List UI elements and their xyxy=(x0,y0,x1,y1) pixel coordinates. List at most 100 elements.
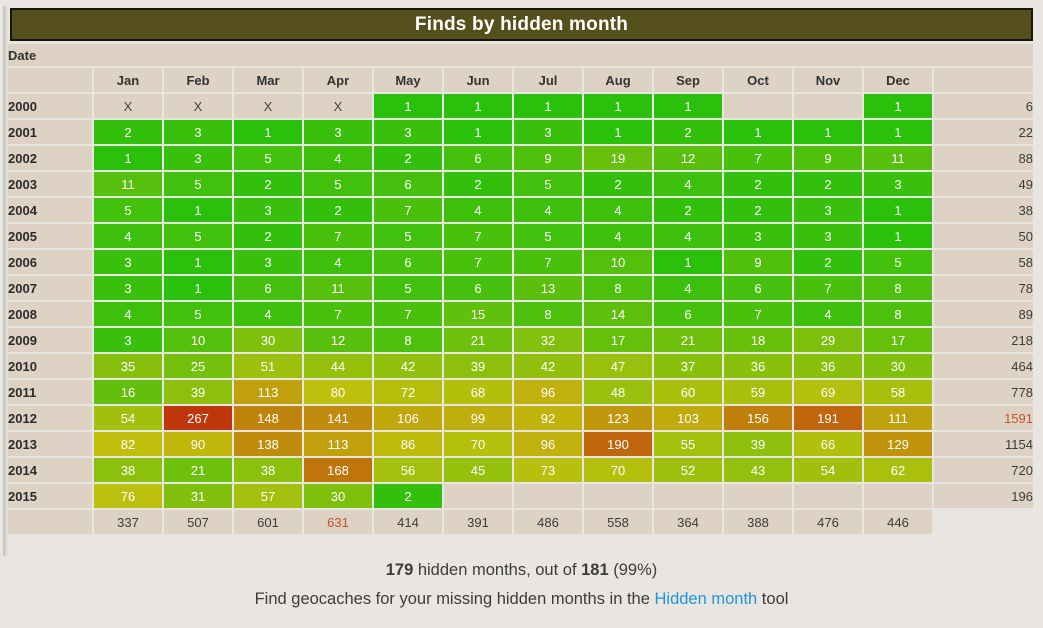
value-cell: 3 xyxy=(94,328,162,352)
totals-corner-cell xyxy=(934,68,1033,92)
value-cell: 32 xyxy=(514,328,582,352)
value-cell: 2 xyxy=(374,484,442,508)
value-cell: 5 xyxy=(234,146,302,170)
row-total: 1154 xyxy=(934,432,1033,456)
column-total: 388 xyxy=(724,510,792,534)
column-total: 601 xyxy=(234,510,302,534)
summary-text: hidden months, out of xyxy=(413,561,582,579)
value-cell: 1 xyxy=(724,120,792,144)
value-cell: 30 xyxy=(234,328,302,352)
value-cell: 3 xyxy=(234,250,302,274)
value-cell: 15 xyxy=(444,302,512,326)
value-cell: 6 xyxy=(234,276,302,300)
na-cell: X xyxy=(164,94,232,118)
value-cell: 4 xyxy=(304,250,372,274)
row-total: 720 xyxy=(934,458,1033,482)
table-row: 2006 3 1 3 4 6 7 7 10 1 9 2 5 58 xyxy=(8,250,1033,274)
value-cell: 7 xyxy=(724,302,792,326)
column-totals-row: 337 507 601 631 414 391 486 558 364 388 476 446 xyxy=(8,510,1033,534)
value-cell: 5 xyxy=(94,198,162,222)
year-label: 2000 xyxy=(8,94,92,118)
value-cell: 57 xyxy=(234,484,302,508)
value-cell: 1 xyxy=(234,120,302,144)
value-cell: 2 xyxy=(304,198,372,222)
value-cell: 113 xyxy=(304,432,372,456)
value-cell: 191 xyxy=(794,406,862,430)
value-cell: 10 xyxy=(164,328,232,352)
month-header: May xyxy=(374,68,442,92)
value-cell: 3 xyxy=(374,120,442,144)
value-cell: 4 xyxy=(514,198,582,222)
hidden-months-count: 179 xyxy=(385,561,414,579)
column-total: 337 xyxy=(94,510,162,534)
value-cell: 96 xyxy=(514,432,582,456)
value-cell: 12 xyxy=(654,146,722,170)
table-row: 2009 3 10 30 12 8 21 32 17 21 18 29 17 218 xyxy=(8,328,1033,352)
column-total: 476 xyxy=(794,510,862,534)
month-header: Sep xyxy=(654,68,722,92)
value-cell: 103 xyxy=(654,406,722,430)
value-cell: 7 xyxy=(794,276,862,300)
column-total: 631 xyxy=(304,510,372,534)
month-header: Aug xyxy=(584,68,652,92)
value-cell: 2 xyxy=(444,172,512,196)
value-cell: 2 xyxy=(724,172,792,196)
value-cell: 138 xyxy=(234,432,302,456)
year-label: 2004 xyxy=(8,198,92,222)
year-label: 2005 xyxy=(8,224,92,248)
month-header-row: Jan Feb Mar Apr May Jun Jul Aug Sep Oct Nov Dec xyxy=(8,68,1033,92)
value-cell: 80 xyxy=(304,380,372,404)
value-cell: 31 xyxy=(164,484,232,508)
value-cell: 3 xyxy=(864,172,932,196)
value-cell: 73 xyxy=(514,458,582,482)
year-label: 2001 xyxy=(8,120,92,144)
month-header: Apr xyxy=(304,68,372,92)
value-cell: 1 xyxy=(584,120,652,144)
value-cell: 141 xyxy=(304,406,372,430)
value-cell: 267 xyxy=(164,406,232,430)
value-cell: 54 xyxy=(794,458,862,482)
value-cell: 4 xyxy=(584,198,652,222)
value-cell: 70 xyxy=(444,432,512,456)
table-row: 2004 5 1 3 2 7 4 4 4 2 2 3 1 38 xyxy=(8,198,1033,222)
column-total: 364 xyxy=(654,510,722,534)
value-cell: 59 xyxy=(724,380,792,404)
value-cell: 4 xyxy=(304,146,372,170)
value-cell: 113 xyxy=(234,380,302,404)
value-cell: 30 xyxy=(864,354,932,378)
value-cell: 76 xyxy=(94,484,162,508)
value-cell: 39 xyxy=(444,354,512,378)
empty-cell xyxy=(514,484,582,508)
value-cell: 5 xyxy=(514,224,582,248)
value-cell: 7 xyxy=(444,224,512,248)
value-cell: 35 xyxy=(94,354,162,378)
value-cell: 11 xyxy=(304,276,372,300)
value-cell: 1 xyxy=(444,94,512,118)
hidden-month-link[interactable]: Hidden month xyxy=(654,590,758,608)
row-total: 196 xyxy=(934,484,1033,508)
empty-cell xyxy=(584,484,652,508)
value-cell: 52 xyxy=(654,458,722,482)
value-cell: 3 xyxy=(304,120,372,144)
empty-cell xyxy=(794,94,862,118)
totals-void-cell xyxy=(934,510,1033,534)
value-cell: 1 xyxy=(164,250,232,274)
value-cell: 56 xyxy=(374,458,442,482)
month-header: Jul xyxy=(514,68,582,92)
value-cell: 5 xyxy=(164,302,232,326)
summary-footer: 179 hidden months, out of 181 (99%) Find… xyxy=(0,556,1043,614)
row-total: 1591 xyxy=(934,406,1033,430)
value-cell: 8 xyxy=(514,302,582,326)
value-cell: 1 xyxy=(374,94,442,118)
table-row: 2003 11 5 2 5 6 2 5 2 4 2 2 3 49 xyxy=(8,172,1033,196)
column-total: 391 xyxy=(444,510,512,534)
table-row: 2015 76 31 57 30 2 196 xyxy=(8,484,1033,508)
value-cell: 48 xyxy=(584,380,652,404)
hidden-month-tool-line: Find geocaches for your missing hidden m… xyxy=(0,585,1043,614)
hidden-months-total: 181 xyxy=(581,561,609,579)
corner-cell xyxy=(8,68,92,92)
value-cell: 5 xyxy=(374,224,442,248)
value-cell: 7 xyxy=(514,250,582,274)
date-header-row: Date xyxy=(8,44,1033,66)
